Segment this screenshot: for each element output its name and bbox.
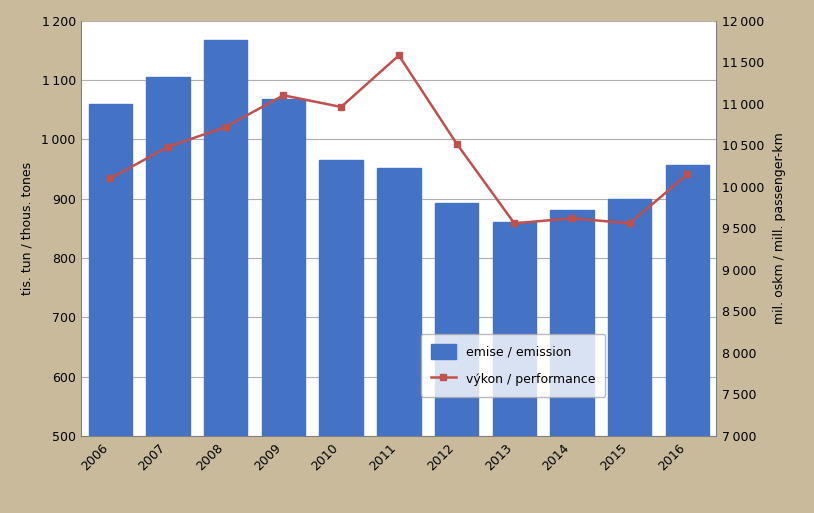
Bar xyxy=(550,210,593,513)
Bar xyxy=(608,199,651,513)
Y-axis label: tis. tun / thous. tones: tis. tun / thous. tones xyxy=(20,162,33,295)
Y-axis label: mil. oskm / mill. passenger-km: mil. oskm / mill. passenger-km xyxy=(772,132,786,324)
Legend: emise / emission, výkon / performance: emise / emission, výkon / performance xyxy=(421,333,606,397)
Bar xyxy=(435,203,479,513)
Bar xyxy=(377,168,421,513)
Bar xyxy=(89,104,132,513)
Bar xyxy=(319,160,363,513)
Bar xyxy=(492,222,536,513)
Bar xyxy=(147,77,190,513)
Bar xyxy=(204,40,247,513)
Bar xyxy=(262,99,305,513)
Bar xyxy=(666,165,709,513)
